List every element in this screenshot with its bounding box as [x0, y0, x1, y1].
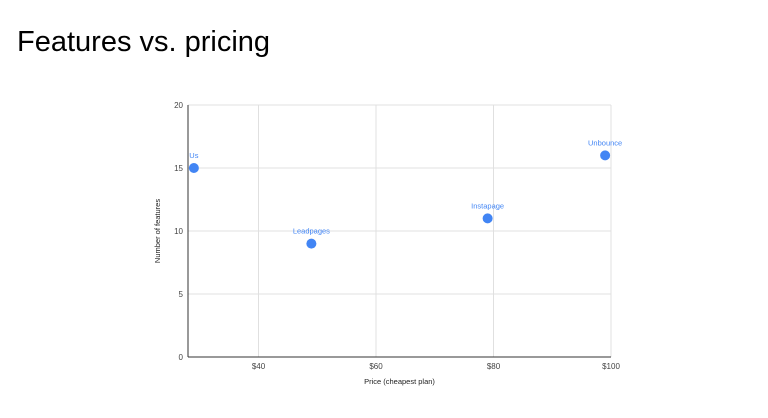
tick-labels: 0 5 10 15 20 $40 $60 $80 $100: [174, 101, 620, 371]
data-points: Us Leadpages Instapage Unbounce: [188, 138, 622, 249]
y-tick-label: 15: [174, 164, 183, 173]
data-point: [188, 163, 199, 173]
data-point: [482, 213, 493, 224]
y-tick-label: 20: [174, 101, 183, 110]
data-point-label: Us: [189, 151, 198, 160]
y-tick-label: 0: [179, 353, 184, 362]
x-axis-label: Price (cheapest plan): [364, 377, 435, 386]
y-axis-label: Number of features: [153, 199, 162, 263]
x-tick-label: $60: [369, 362, 383, 371]
axes: [187, 105, 611, 358]
slide-title: Features vs. pricing: [17, 26, 271, 58]
y-tick-label: 5: [179, 290, 184, 299]
y-tick-label: 10: [174, 227, 183, 236]
data-point-label: Leadpages: [293, 227, 330, 236]
data-point: [600, 150, 611, 161]
data-point: [306, 238, 317, 249]
data-point-label: Instapage: [471, 201, 504, 210]
gridlines: [188, 104, 612, 357]
x-tick-label: $40: [252, 362, 266, 371]
x-tick-label: $80: [487, 362, 501, 371]
x-tick-label: $100: [602, 362, 620, 371]
data-point-label: Unbounce: [588, 138, 622, 147]
